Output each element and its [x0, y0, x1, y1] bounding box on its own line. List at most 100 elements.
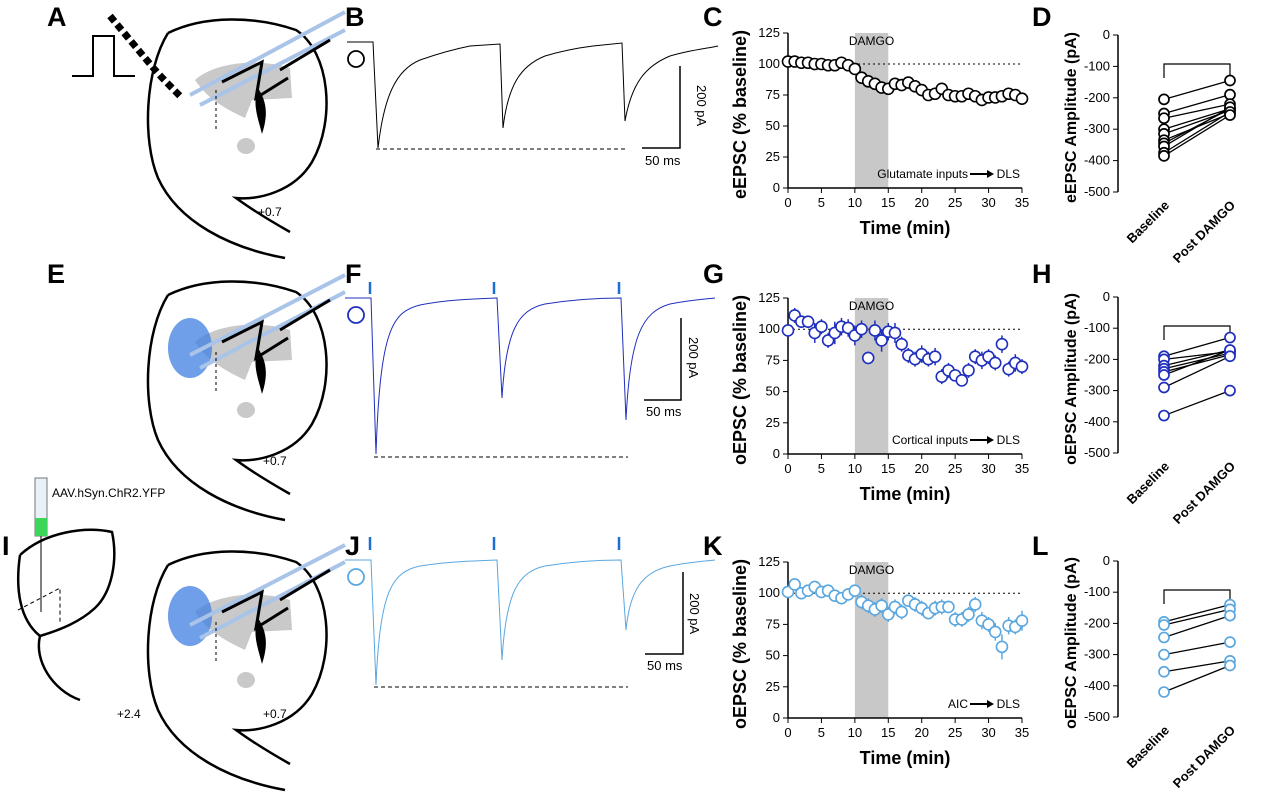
x-axis-title: Time (min) [860, 218, 951, 238]
chart-g-time-course: DAMGO 0 25 50 75 100 125 0 5 10 15 20 25 30 35 Time (mi… [730, 290, 1029, 504]
x-tick-label: 35 [1015, 725, 1029, 740]
panel-letter-d: D [1032, 2, 1052, 32]
y-tick-label: -300 [1084, 383, 1110, 398]
x-tick-label: 15 [881, 195, 895, 210]
category-label: Baseline [1124, 723, 1172, 771]
scale-bar-f: 200 pA 50 ms [644, 318, 701, 419]
y-tick-label: -400 [1084, 414, 1110, 429]
baseline-point [1158, 631, 1170, 644]
data-point [868, 324, 882, 337]
pair-line [1163, 336, 1231, 357]
category-label: Baseline [1124, 198, 1172, 246]
y-tick-label: -200 [1084, 351, 1110, 366]
anterior-coordinate-label: +2.4 [117, 707, 141, 721]
y-tick-label: -100 [1084, 58, 1110, 73]
light-spot-icon [168, 586, 212, 646]
annotation-source: AIC [948, 697, 968, 711]
schematic-a: +0.7 [72, 10, 346, 260]
panel-letter-c: C [703, 2, 723, 32]
pair-line [1163, 354, 1231, 373]
pair-line [1163, 108, 1231, 144]
schematic-e: +0.7 [146, 273, 346, 522]
panel-letter-f: F [345, 259, 362, 289]
annotation-arrowhead-icon [987, 170, 994, 178]
baseline-point [1158, 409, 1170, 422]
y-tick-label: -100 [1084, 320, 1110, 335]
post-damgo-point [1224, 88, 1236, 101]
annotation-arrowhead-icon [987, 700, 994, 708]
damgo-shade [854, 33, 889, 188]
pair-line [1163, 103, 1231, 119]
trace-f [345, 282, 716, 458]
baseline-point [1158, 686, 1170, 698]
panel-letter-b: B [345, 2, 365, 32]
brain-slice-outline [146, 280, 328, 522]
recording-pipette-icon [189, 10, 346, 107]
significance-bracket [1163, 589, 1231, 604]
y-tick-label: 25 [766, 149, 780, 164]
post-damgo-point [1224, 331, 1236, 344]
chart-l-paired: 0 -100 -200 -300 -400 -500 oEPSC Amplitude (pA… [1063, 553, 1238, 791]
x-tick-label: 15 [881, 725, 895, 740]
y-tick-label: 50 [766, 118, 780, 133]
neuron-dendrite-icon [221, 568, 331, 632]
y-tick-label: 125 [758, 290, 780, 305]
x-tick-label: 0 [784, 195, 791, 210]
scale-time: 50 ms [646, 404, 682, 419]
pair-line [1163, 108, 1231, 130]
neuron-soma-icon [255, 348, 266, 394]
category-label: Post DAMGO [1170, 723, 1238, 791]
x-tick-label: 20 [914, 195, 928, 210]
panel-letter-k: K [703, 531, 723, 561]
y-tick-label: 0 [773, 180, 780, 195]
post-damgo-point [1224, 659, 1236, 672]
x-tick-label: 5 [818, 725, 825, 740]
legend-circle-icon [347, 306, 365, 324]
x-tick-label: 10 [848, 195, 862, 210]
pair-line [1163, 355, 1231, 389]
pair-line [1163, 349, 1231, 376]
annotation-target: DLS [997, 167, 1020, 181]
y-tick-label: 0 [1103, 27, 1110, 42]
scale-time: 50 ms [647, 658, 683, 673]
pair-line [1163, 389, 1231, 417]
damgo-label: DAMGO [849, 34, 894, 48]
post-damgo-point [1224, 350, 1236, 363]
scale-bar-b: 200 pA 50 ms [642, 66, 709, 168]
striatum-shape [195, 62, 292, 118]
panel-letter-a: A [47, 2, 67, 32]
slice-coordinate-label: +0.7 [263, 454, 287, 468]
y-tick-label: 0 [773, 446, 780, 461]
data-point [788, 578, 801, 591]
damgo-label: DAMGO [849, 299, 894, 313]
data-point [962, 364, 975, 377]
x-tick-label: 25 [948, 195, 962, 210]
y-tick-label: -400 [1084, 678, 1110, 693]
x-tick-label: 30 [981, 195, 995, 210]
data-point [815, 320, 828, 334]
y-tick-label: 125 [758, 25, 780, 40]
category-label: Baseline [1124, 459, 1172, 507]
x-tick-label: 0 [784, 461, 791, 476]
y-tick-label: -200 [1084, 90, 1110, 105]
data-point [988, 625, 1002, 639]
baseline-point [1158, 93, 1170, 106]
virus-label: AAV.hSyn.ChR2.YFP [52, 486, 165, 500]
injection-site-dashed [17, 587, 61, 622]
y-tick-label: 50 [766, 384, 780, 399]
panel-letter-e: E [47, 259, 65, 289]
category-label: Post DAMGO [1170, 459, 1238, 527]
x-tick-label: 15 [881, 461, 895, 476]
x-tick-label: 0 [784, 725, 791, 740]
pair-line [1163, 608, 1231, 626]
stimulus-pulse-icon [72, 35, 135, 77]
y-tick-label: 50 [766, 648, 780, 663]
pair-line [1163, 604, 1231, 623]
significance-bracket [1163, 325, 1231, 340]
scale-amplitude: 200 pA [687, 593, 702, 635]
panel-letter-g: G [703, 259, 724, 289]
y-tick-label: -200 [1084, 615, 1110, 630]
eepsc-trace [347, 41, 719, 149]
chart-c-time-course: DAMGO 0 25 50 75 100 125 0 5 10 15 20 25 30 35 Time (mi… [730, 25, 1029, 238]
